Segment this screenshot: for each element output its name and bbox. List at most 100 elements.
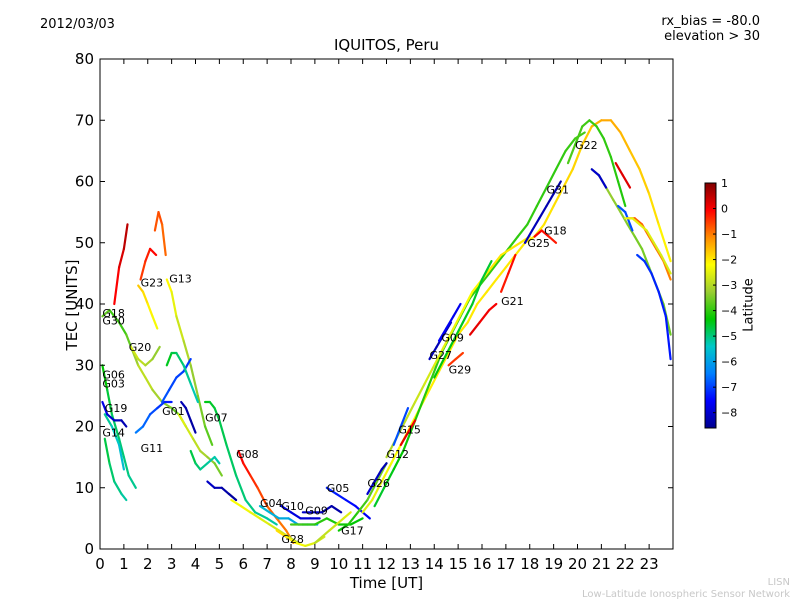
trace-segment xyxy=(101,309,111,318)
trace-segment xyxy=(225,443,238,477)
trace-segment xyxy=(199,449,209,459)
trace-segment xyxy=(538,204,548,220)
trace-7 xyxy=(139,247,158,281)
trace-segment xyxy=(457,321,469,336)
trace-segment xyxy=(249,474,259,489)
trace-segment xyxy=(335,492,347,502)
trace-segment xyxy=(469,321,481,336)
trace-segment xyxy=(636,253,646,263)
trace-segment xyxy=(189,449,197,465)
trace-segment xyxy=(275,529,288,538)
trace-segment xyxy=(137,358,147,367)
satellite-label: G13 xyxy=(169,272,192,285)
trace-segment xyxy=(280,505,293,514)
trace-segment xyxy=(590,119,603,128)
satellite-label: G14 xyxy=(102,427,125,440)
x-tick-label: 9 xyxy=(310,555,320,573)
trace-segment xyxy=(392,425,402,446)
trace-segment xyxy=(619,131,632,152)
satellite-label: G08 xyxy=(236,448,259,461)
trace-segment xyxy=(657,290,667,318)
trace-segment xyxy=(597,174,608,189)
trace-segment xyxy=(213,407,221,422)
trace-segment xyxy=(433,358,445,379)
trace-segment xyxy=(652,241,663,257)
colorbar-tick-label: −5 xyxy=(721,330,737,343)
trace-segment xyxy=(320,529,331,538)
trace-18 xyxy=(180,400,197,434)
colorbar xyxy=(704,182,717,429)
trace-segment xyxy=(244,498,257,514)
x-tick-label: 14 xyxy=(425,555,444,573)
colorbar-tick-label: −7 xyxy=(721,381,737,394)
trace-segment xyxy=(144,358,154,367)
trace-segment xyxy=(526,204,539,226)
satellite-label: G25 xyxy=(527,237,550,250)
trace-segment xyxy=(254,511,269,520)
trace-segment xyxy=(120,492,128,502)
trace-segment xyxy=(242,462,252,477)
trace-segment xyxy=(602,137,613,159)
x-tick-label: 4 xyxy=(191,555,201,573)
trace-segment xyxy=(640,247,651,269)
trace-5 xyxy=(101,400,128,428)
trace-segment xyxy=(564,137,577,152)
trace-segment xyxy=(304,541,316,548)
trace-segment xyxy=(631,217,641,226)
trace-segment xyxy=(189,382,199,404)
x-tick-label: 13 xyxy=(401,555,420,573)
trace-segment xyxy=(404,400,417,422)
y-tick-label: 60 xyxy=(75,173,94,191)
trace-segment xyxy=(141,290,149,306)
axis-ticks: 0 1 2 3 4 5 6 7 8 9 10 11 12 13 14 15 16 17 18 19 20 21 22 2301… xyxy=(75,50,673,573)
satellite-label: G20 xyxy=(129,341,152,354)
trace-segment xyxy=(153,211,160,232)
satellite-label: G10 xyxy=(281,500,304,513)
x-tick-label: 3 xyxy=(167,555,177,573)
trace-segment xyxy=(500,247,512,257)
trace-segment xyxy=(168,376,178,391)
trace-9 xyxy=(137,284,159,330)
trace-segment xyxy=(509,241,522,250)
trace-segment xyxy=(490,253,503,269)
trace-segment xyxy=(117,443,126,471)
trace-47 xyxy=(614,162,632,189)
trace-segment xyxy=(206,456,216,465)
satellite-label: G18 xyxy=(544,225,567,238)
trace-segment xyxy=(289,511,302,520)
trace-42 xyxy=(523,180,562,244)
trace-segment xyxy=(356,498,369,514)
trace-segment xyxy=(101,400,109,416)
trace-segment xyxy=(108,462,116,483)
trace-segment xyxy=(344,498,357,508)
trace-segment xyxy=(452,309,464,330)
colorbar-tick-label: −1 xyxy=(721,228,737,241)
trace-segment xyxy=(113,266,121,306)
trace-segment xyxy=(554,149,567,171)
trace-segment xyxy=(165,278,173,293)
trace-segment xyxy=(447,358,457,367)
y-tick-label: 0 xyxy=(84,540,94,558)
trace-segment xyxy=(103,437,111,465)
trace-1 xyxy=(101,309,187,428)
trace-segment xyxy=(380,462,388,471)
trace-50 xyxy=(636,253,672,361)
trace-24 xyxy=(280,505,321,520)
trace-segment xyxy=(122,223,129,250)
trace-segment xyxy=(633,235,644,250)
trace-segment xyxy=(628,149,641,171)
trace-segment xyxy=(516,223,529,238)
trace-segment xyxy=(141,413,152,428)
trace-segment xyxy=(609,155,620,183)
trace-segment xyxy=(194,462,202,471)
trace-segment xyxy=(218,419,228,446)
trace-44 xyxy=(566,119,627,208)
trace-segment xyxy=(192,437,202,453)
trace-segment xyxy=(535,186,548,208)
trace-39 xyxy=(469,302,498,336)
trace-segment xyxy=(452,302,462,318)
x-tick-label: 7 xyxy=(262,555,272,573)
trace-segment xyxy=(361,498,374,514)
trace-segment xyxy=(256,486,269,508)
